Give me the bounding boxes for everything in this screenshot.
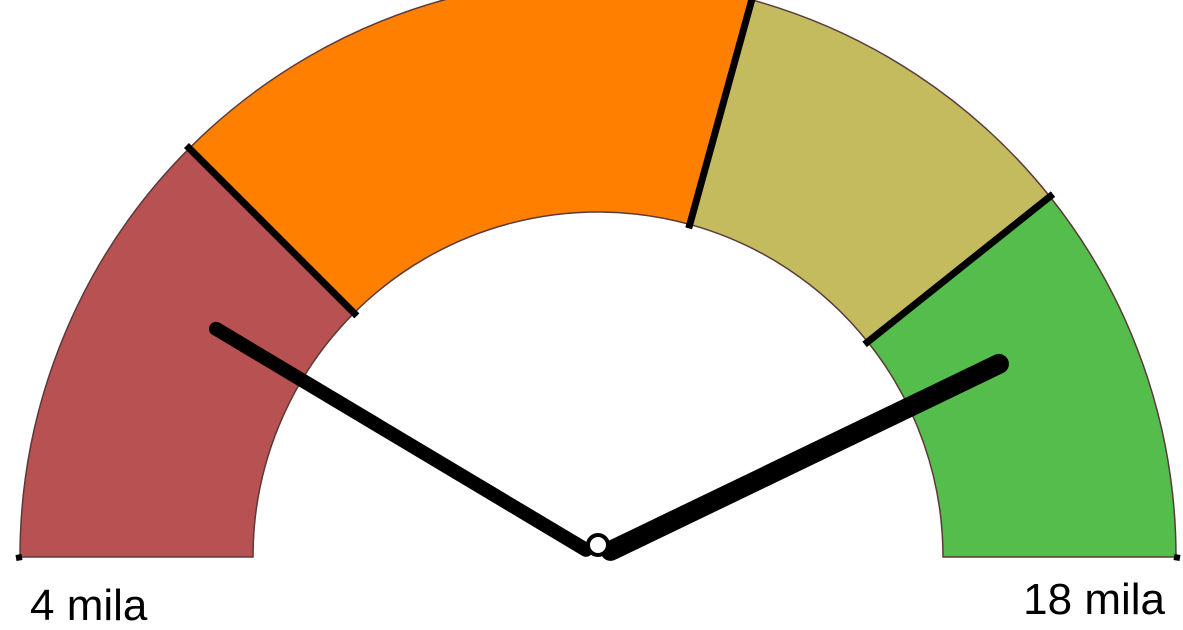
needle <box>600 353 1009 561</box>
tick-mark <box>15 554 23 561</box>
tick-label: 18 mila <box>1023 575 1165 624</box>
band-boundary <box>183 142 360 319</box>
needle <box>208 321 593 557</box>
tick-label: 4 mila <box>30 581 148 630</box>
gauge-band <box>19 147 356 558</box>
tick-mark <box>1173 554 1181 561</box>
needle-hub <box>586 533 610 557</box>
band-boundary <box>862 191 1056 348</box>
gauge-band <box>188 0 753 315</box>
band-boundary <box>685 0 756 230</box>
